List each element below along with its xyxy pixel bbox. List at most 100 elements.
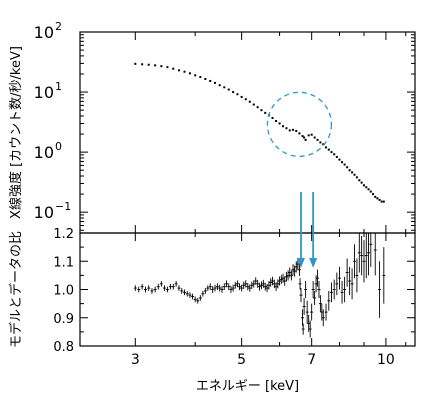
ratio-point [225, 280, 229, 288]
spectrum-point [278, 122, 281, 125]
ratio-point [208, 283, 212, 291]
ratio-point [162, 285, 166, 291]
ratio-point [327, 290, 331, 311]
y-tick-label: 1.2 [53, 227, 74, 242]
spectrum-point [351, 171, 354, 174]
ratio-point [140, 283, 144, 290]
spectrum-point [154, 64, 157, 67]
ratio-point [313, 290, 317, 306]
ratio-point [254, 277, 258, 285]
spectrum-point [382, 200, 385, 203]
spectrum-point [303, 136, 306, 139]
spectrum-point [369, 190, 372, 193]
ratio-point [227, 283, 231, 291]
ratio-point [258, 282, 262, 291]
ratio-point [271, 276, 275, 286]
ratio-point [284, 271, 288, 282]
ratio-point [233, 281, 237, 289]
spectrum-point [380, 200, 383, 203]
spectrum-point [218, 84, 221, 87]
spectrum-point [327, 148, 330, 151]
ratio-point [272, 279, 276, 289]
ratio-point [360, 235, 364, 276]
spectrum-point [295, 129, 298, 132]
y-tick-label: 10 [34, 203, 54, 222]
y-tick-label: 10 [34, 23, 54, 42]
spectrum-point [223, 86, 226, 89]
ratio-point [353, 244, 357, 279]
ratio-point [177, 285, 181, 291]
spectrum-point [204, 77, 207, 80]
spectrum-point [288, 129, 291, 132]
y-tick-label: 10 [34, 83, 54, 102]
ratio-point [259, 281, 263, 290]
ratio-point [220, 286, 224, 293]
ratio-point [133, 285, 137, 291]
ratio-point [156, 283, 160, 290]
y-tick-exponent: 2 [55, 20, 62, 33]
spectrum-point [333, 153, 336, 156]
ratio-point [165, 286, 169, 293]
spectrum-point [316, 138, 319, 141]
ratio-ticks [80, 232, 415, 347]
ratio-point [321, 309, 325, 327]
spectrum-point [304, 138, 307, 141]
spectrum-point [214, 81, 217, 84]
spectrum-plot-frame [79, 31, 416, 234]
ratio-point [231, 284, 235, 292]
ratio-point [183, 289, 187, 296]
ratio-point [308, 320, 312, 338]
spectrum-point [188, 72, 191, 75]
ratio-point [153, 286, 157, 293]
ratio-point [373, 233, 377, 276]
x-tick-label: 10 [377, 352, 395, 368]
ratio-point [174, 281, 178, 287]
ratio-point [215, 283, 219, 291]
feature-arrows [296, 192, 318, 268]
ratio-point [311, 281, 315, 298]
ratio-point [286, 270, 290, 281]
spectrum-point [355, 176, 358, 179]
ratio-point [256, 279, 260, 288]
spectrum-point [376, 197, 379, 200]
ratio-point [213, 284, 217, 292]
ratio-point [301, 323, 305, 335]
ratio-point [345, 258, 349, 287]
spectrum-point [310, 133, 313, 136]
ratio-point [382, 247, 386, 304]
ratio-point [350, 268, 354, 300]
y-tick-label: 1.0 [53, 284, 74, 299]
spectrum-point [358, 179, 361, 182]
ratio-point [362, 240, 366, 283]
ratio-point [291, 264, 295, 276]
ratio-point [168, 283, 172, 290]
spectrum-point [335, 155, 338, 158]
ratio-point [265, 284, 269, 293]
spectrum-point [194, 74, 197, 77]
spectrum-point [330, 151, 333, 154]
spectrum-point [147, 63, 150, 66]
ratio-point [299, 288, 303, 303]
ratio-point [294, 261, 298, 273]
y-tick-label: 10 [34, 143, 54, 162]
ratio-point [278, 276, 282, 286]
ratio-point [180, 288, 184, 294]
ratio-point [332, 279, 336, 300]
ratio-point [302, 297, 306, 315]
spectrum-point [362, 184, 365, 187]
ratio-point [261, 279, 265, 288]
ratio-point [343, 276, 347, 303]
ratio-point [317, 281, 321, 298]
spectrum-point [322, 143, 325, 146]
spectrum-point [341, 161, 344, 164]
ratio-point [355, 258, 359, 293]
ratio-point [279, 275, 283, 285]
ratio-point [222, 283, 226, 291]
ratio-point [248, 284, 252, 292]
y-tick-label: 0.9 [53, 312, 74, 327]
spectrum-point [343, 163, 346, 166]
ratio-y-axis-title: モデルとデータの比 [8, 231, 24, 348]
ratio-point [301, 309, 305, 327]
